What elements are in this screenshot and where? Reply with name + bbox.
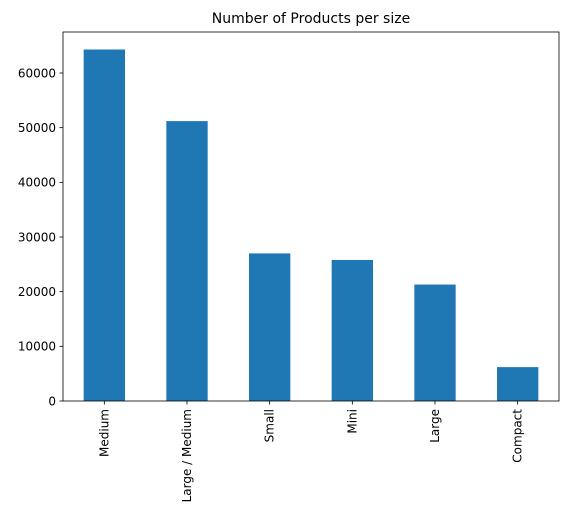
bar-medium — [83, 49, 125, 402]
bar-small — [249, 253, 291, 401]
bar-large — [414, 284, 456, 401]
y-tick-label: 10000 — [18, 340, 56, 354]
y-tick-label: 20000 — [18, 285, 56, 299]
bar-compact — [497, 367, 539, 401]
bar-mini — [331, 259, 373, 401]
y-tick-label: 50000 — [18, 121, 56, 135]
bar-large-medium — [166, 121, 208, 402]
y-tick-label: 60000 — [18, 66, 56, 80]
x-tick-label: Small — [263, 409, 277, 442]
y-axis: 0 10000 20000 30000 40000 50000 60000 — [18, 66, 63, 408]
x-tick-label: Large — [428, 409, 442, 443]
x-tick-label: Medium — [97, 409, 111, 457]
y-tick-label: 0 — [48, 394, 56, 408]
bars-group — [83, 49, 539, 402]
x-tick-label: Large / Medium — [180, 409, 194, 502]
y-tick-label: 40000 — [18, 176, 56, 190]
x-tick-label: Mini — [345, 409, 359, 434]
plot-frame — [62, 31, 560, 402]
x-tick-label: Compact — [511, 409, 525, 463]
y-tick-label: 30000 — [18, 230, 56, 244]
chart-title: Number of Products per size — [212, 11, 410, 27]
x-axis: Medium Large / Medium Small Mini Large Compac… — [97, 401, 525, 502]
